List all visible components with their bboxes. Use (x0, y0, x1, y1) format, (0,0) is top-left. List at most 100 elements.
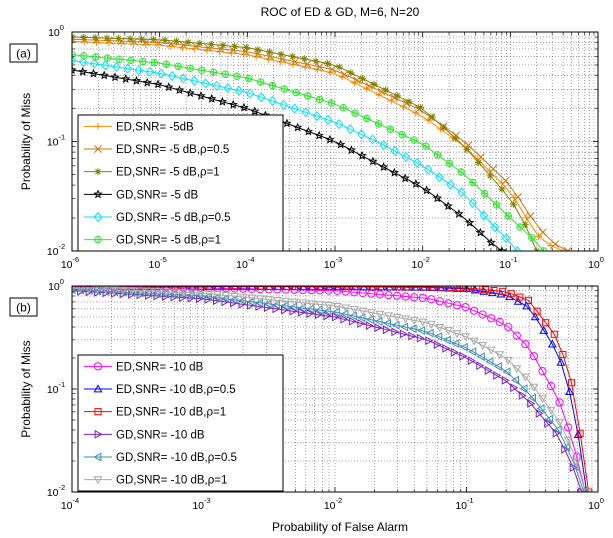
data-point (179, 73, 188, 84)
data-point (134, 65, 144, 76)
data-point (443, 327, 453, 336)
data-point (94, 168, 102, 176)
data-point (464, 217, 475, 227)
legend: ED,SNR= -5dB ED,SNR= -5 dB,ρ=0.5 ED,SNR= -… (77, 114, 284, 252)
data-point (546, 406, 556, 415)
data-point (201, 78, 210, 89)
data-point (539, 325, 549, 334)
data-point (374, 316, 383, 326)
data-point (297, 303, 306, 313)
data-point (195, 289, 205, 298)
data-point (231, 42, 239, 51)
data-point (467, 356, 476, 366)
data-point (187, 289, 197, 298)
data-point (209, 68, 218, 76)
data-point (123, 63, 132, 74)
data-point (340, 314, 349, 324)
data-point (563, 436, 573, 445)
data-point (314, 130, 324, 140)
data-point (504, 212, 513, 220)
data-point (390, 145, 400, 157)
legend-label: GD,SNR= -5 dB,ρ=0.5 (116, 212, 231, 224)
legend-label: GD,SNR= -10 dB,ρ=1 (116, 475, 227, 487)
data-point (169, 290, 178, 300)
data-point (85, 287, 94, 297)
data-point (481, 286, 489, 294)
legend-label: ED,SNR= -10 dB,ρ=0.5 (116, 384, 236, 396)
data-point (323, 59, 332, 68)
data-point (389, 167, 400, 177)
legend-label: ED,SNR= -10 dB (116, 361, 204, 373)
panel-b: 10-4 10-3 10-2 10-1 10010-210-1100Probabilit… (9, 277, 604, 512)
data-point (551, 240, 560, 248)
data-point (145, 66, 155, 77)
data-point (428, 113, 436, 121)
data-point (212, 80, 221, 91)
data-point (93, 476, 103, 485)
data-point (400, 173, 410, 183)
data-point (499, 287, 507, 295)
data-point (80, 52, 88, 60)
panel-label: (a) (9, 43, 38, 63)
data-point (468, 198, 477, 209)
data-point (478, 342, 488, 351)
data-point (463, 145, 471, 153)
data-point (93, 384, 103, 393)
data-point (556, 357, 566, 366)
data-point (487, 314, 496, 323)
data-point (256, 78, 265, 86)
data-point (280, 305, 289, 315)
data-point (138, 35, 146, 43)
legend-entry: ED,SNR= -10 dB (84, 361, 204, 373)
data-point (521, 221, 529, 229)
data-point (149, 35, 157, 44)
data-point (555, 419, 565, 428)
data-point (418, 293, 427, 303)
data-point (153, 288, 162, 297)
data-point (297, 307, 306, 317)
data-point (435, 323, 445, 333)
data-point (212, 296, 222, 306)
data-point (536, 404, 545, 413)
data-point (427, 295, 436, 304)
data-point (245, 88, 255, 99)
data-point (493, 370, 502, 380)
data-point (351, 109, 359, 117)
series-3 (72, 65, 507, 251)
data-point (565, 387, 574, 396)
data-point (247, 294, 257, 303)
data-point (490, 286, 498, 295)
data-point (534, 232, 543, 240)
legend-entry: GD,SNR= -10 dB,ρ=0.5 (84, 452, 237, 464)
series-5 (72, 286, 590, 492)
data-point (131, 75, 142, 85)
data-point (219, 41, 227, 50)
data-point (384, 312, 393, 321)
data-point (422, 142, 430, 150)
data-point (282, 118, 292, 128)
data-point (152, 289, 161, 299)
data-point (94, 145, 102, 153)
data-point (516, 293, 524, 301)
data-point (223, 83, 233, 94)
data-point (277, 58, 285, 66)
legend-label: GD,SNR= -10 dB,ρ=0.5 (116, 452, 237, 464)
data-point (94, 235, 102, 244)
data-point (475, 159, 483, 167)
data-point (161, 288, 171, 297)
data-point (172, 37, 181, 45)
data-point (572, 459, 582, 468)
data-point (228, 99, 238, 109)
data-point (357, 150, 367, 160)
data-point (492, 201, 501, 209)
data-point (392, 313, 402, 322)
data-point (545, 414, 554, 424)
data-point (572, 452, 581, 461)
legend-entry: GD,SNR= -5 dB,ρ=1 (84, 235, 221, 247)
data-point (344, 286, 352, 291)
data-point (358, 75, 367, 83)
data-point (469, 178, 477, 187)
panel-label-text: (a) (16, 47, 31, 61)
data-point (332, 302, 342, 311)
data-point (527, 393, 537, 403)
